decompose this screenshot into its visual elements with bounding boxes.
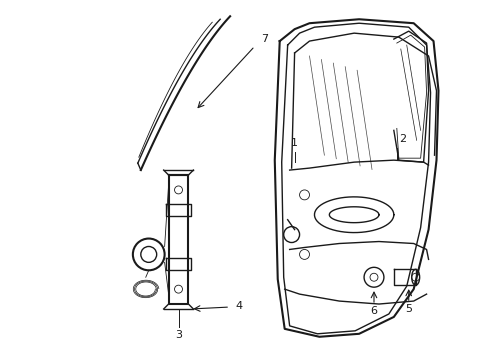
Text: 6: 6 bbox=[370, 306, 377, 316]
Text: 1: 1 bbox=[290, 138, 298, 148]
Text: 4: 4 bbox=[235, 301, 242, 311]
Text: 7: 7 bbox=[261, 34, 268, 44]
Text: 2: 2 bbox=[398, 134, 405, 144]
Text: 5: 5 bbox=[405, 304, 411, 314]
Text: 3: 3 bbox=[175, 330, 182, 340]
